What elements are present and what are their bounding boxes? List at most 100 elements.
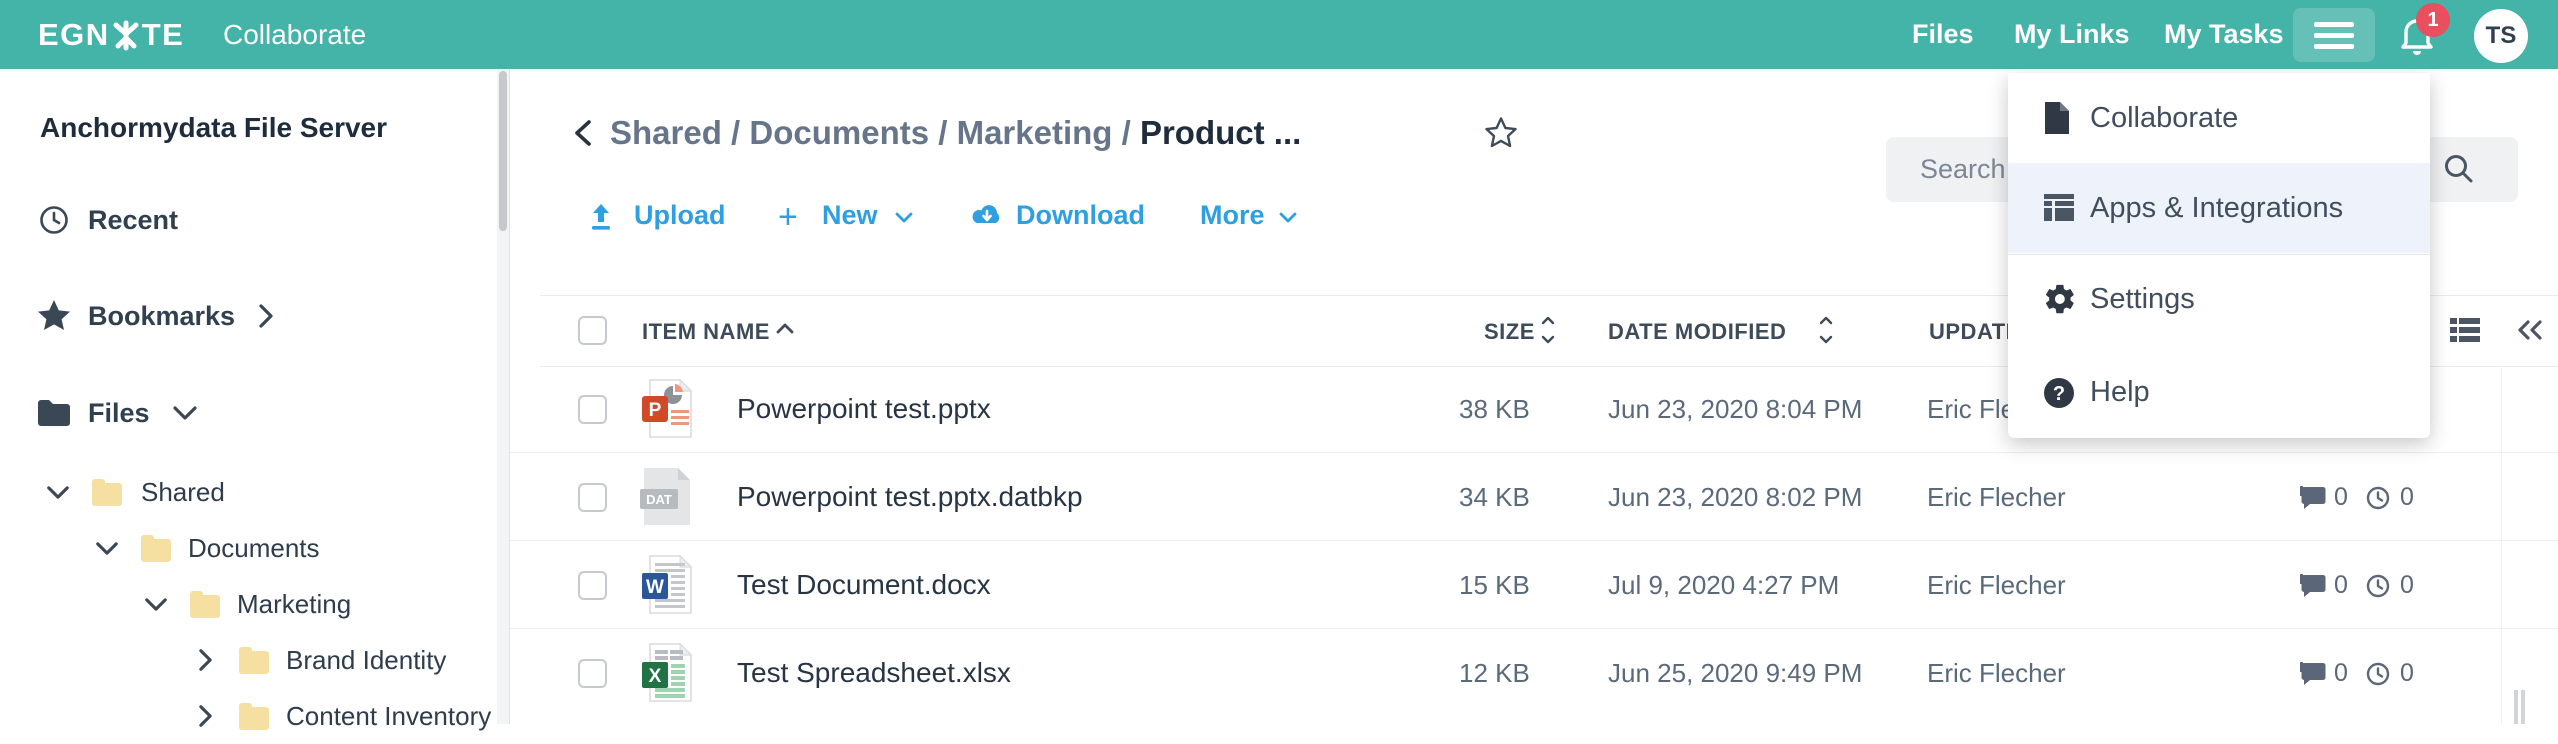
file-date-modified: Jun 23, 2020 8:04 PM	[1608, 394, 1863, 424]
breadcrumb-path[interactable]: Shared / Documents / Marketing /	[610, 114, 1140, 151]
tree-item-documents[interactable]: Documents	[0, 520, 496, 576]
folder-icon	[141, 535, 171, 562]
logo-text-prefix: EGN	[38, 16, 110, 52]
versions-count: 0	[2400, 659, 2414, 687]
tree-item-label: Marketing	[237, 589, 352, 619]
row-checkbox[interactable]	[578, 659, 607, 688]
chevron-down-icon[interactable]	[46, 485, 70, 500]
chevron-down-icon[interactable]	[95, 541, 119, 556]
file-date-modified: Jul 9, 2020 4:27 PM	[1608, 570, 1840, 600]
menu-item-collaborate[interactable]: Collaborate	[2008, 73, 2430, 163]
file-updated-by: Eric Flecher	[1927, 570, 2066, 600]
comments-icon[interactable]	[2300, 662, 2326, 686]
chevron-right-icon[interactable]	[198, 648, 213, 672]
upload-icon	[592, 204, 610, 230]
sidebar-scrollbar-track[interactable]	[497, 69, 509, 724]
nav-files[interactable]: Files	[1912, 19, 1974, 49]
column-header-item-name[interactable]: ITEM NAME	[642, 319, 770, 344]
word-file-icon: W	[642, 555, 693, 614]
file-updated-by: Eric Flecher	[1927, 658, 2066, 688]
notification-badge: 1	[2416, 3, 2450, 37]
versions-clock-icon[interactable]	[2366, 662, 2390, 686]
versions-clock-icon[interactable]	[2366, 486, 2390, 510]
file-name[interactable]: Test Spreadsheet.xlsx	[737, 657, 1011, 688]
collapse-panel-icon[interactable]	[2516, 320, 2544, 340]
versions-count: 0	[2400, 571, 2414, 599]
tree-item-shared[interactable]: Shared	[0, 464, 496, 520]
file-date-modified: Jun 23, 2020 8:02 PM	[1608, 482, 1863, 512]
tree-item-marketing[interactable]: Marketing	[0, 576, 496, 632]
column-divider	[2501, 366, 2502, 724]
file-name[interactable]: Powerpoint test.pptx	[737, 393, 991, 424]
sort-both-icon[interactable]	[1540, 315, 1556, 345]
chevron-down-icon[interactable]	[144, 597, 168, 612]
breadcrumb-back-icon[interactable]	[572, 119, 594, 147]
tree-item-content-inventory[interactable]: Content Inventory	[0, 688, 496, 744]
breadcrumb-current: Product ...	[1139, 114, 1302, 151]
tree-item-label: Shared	[141, 477, 225, 507]
table-row[interactable]: W Test Document.docx 15 KB Jul 9, 2020 4…	[0, 541, 2558, 629]
menu-divider	[2008, 254, 2430, 255]
sidebar-item-files[interactable]: Files	[0, 385, 496, 441]
star-icon	[38, 300, 70, 330]
avatar[interactable]: TS	[2474, 9, 2528, 63]
clock-icon	[40, 206, 68, 234]
nav-my-links[interactable]: My Links	[2014, 19, 2130, 49]
scrollbar-grip[interactable]	[2521, 690, 2525, 724]
column-header-date-modified[interactable]: DATE MODIFIED	[1608, 319, 1787, 344]
chevron-right-icon[interactable]	[258, 303, 274, 329]
sidebar-item-bookmarks[interactable]: Bookmarks	[0, 288, 496, 344]
versions-clock-icon[interactable]	[2366, 574, 2390, 598]
svg-text:?: ?	[2053, 383, 2065, 405]
menu-item-help[interactable]: ? Help	[2008, 347, 2430, 437]
table-row[interactable]: X Test Spreadsheet.xlsx 12 KB Jun 25, 20…	[0, 629, 2558, 717]
download-label: Download	[1016, 200, 1145, 230]
row-checkbox[interactable]	[578, 571, 607, 600]
folder-icon	[239, 647, 269, 674]
app-name: Collaborate	[223, 19, 367, 50]
comments-icon[interactable]	[2300, 486, 2326, 510]
tree-item-label: Documents	[188, 533, 320, 563]
file-name[interactable]: Powerpoint test.pptx.datbkp	[737, 481, 1083, 512]
comments-icon[interactable]	[2300, 574, 2326, 598]
chevron-down-icon[interactable]	[172, 405, 198, 421]
svg-text:W: W	[646, 577, 664, 598]
scrollbar-grip[interactable]	[2514, 690, 2518, 724]
search-icon[interactable]	[2442, 153, 2476, 187]
chevron-right-icon[interactable]	[198, 704, 213, 728]
chevron-down-icon	[895, 212, 913, 223]
file-size: 15 KB	[1459, 570, 1530, 600]
sidebar-item-recent[interactable]: Recent	[0, 192, 496, 248]
sort-ascending-icon[interactable]	[776, 323, 794, 334]
table-header-border	[540, 366, 2558, 367]
search-placeholder: Search f	[1920, 154, 2021, 184]
column-header-size[interactable]: SIZE	[1484, 319, 1535, 344]
file-name[interactable]: Test Document.docx	[737, 569, 991, 600]
bookmark-star-icon[interactable]	[1484, 116, 1518, 149]
nav-my-tasks[interactable]: My Tasks	[2164, 19, 2284, 49]
row-checkbox[interactable]	[578, 395, 607, 424]
tree-item-label: Content Inventory	[286, 701, 492, 731]
svg-text:P: P	[649, 400, 662, 421]
file-date-modified: Jun 25, 2020 9:49 PM	[1608, 658, 1863, 688]
download-icon	[972, 205, 1000, 223]
sort-both-icon[interactable]	[1818, 315, 1834, 345]
menu-item-settings[interactable]: Settings	[2008, 254, 2430, 344]
select-all-checkbox[interactable]	[578, 316, 607, 345]
powerpoint-file-icon: P	[642, 379, 693, 438]
row-checkbox[interactable]	[578, 483, 607, 512]
hamburger-icon	[2314, 22, 2354, 27]
breadcrumb: Shared / Documents / Marketing / Product…	[610, 114, 1301, 152]
menu-item-label: Collaborate	[2090, 101, 2239, 134]
sidebar-scrollbar-thumb[interactable]	[499, 71, 507, 231]
list-view-icon[interactable]	[2450, 318, 2480, 343]
hamburger-menu-button[interactable]	[2293, 8, 2375, 62]
gear-icon	[2045, 284, 2074, 314]
svg-text:X: X	[649, 666, 662, 687]
menu-item-label: Help	[2090, 375, 2150, 408]
menu-item-apps-integrations[interactable]: Apps & Integrations	[2008, 163, 2430, 253]
tree-item-brand-identity[interactable]: Brand Identity	[0, 632, 496, 688]
file-size: 38 KB	[1459, 394, 1530, 424]
table-row[interactable]: DAT Powerpoint test.pptx.datbkp 34 KB Ju…	[0, 453, 2558, 541]
egnyte-logo[interactable]: EGN TE	[38, 0, 184, 69]
